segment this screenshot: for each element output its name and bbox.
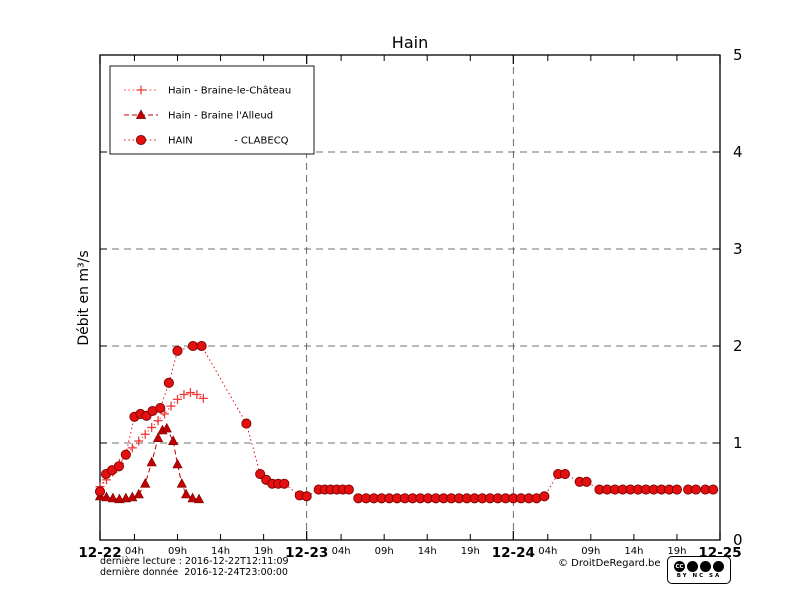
legend-item-label: Hain - Braine l'Alleud bbox=[168, 111, 273, 122]
data-point-triangle bbox=[146, 456, 157, 467]
data-point-circle bbox=[559, 468, 571, 480]
cc-license-badge: CC BY NC SA bbox=[667, 556, 731, 584]
data-point-circle bbox=[187, 340, 199, 352]
data-point-circle bbox=[539, 491, 550, 502]
data-point-circle bbox=[155, 403, 166, 414]
data-point-circle bbox=[135, 134, 147, 146]
data-point-circle bbox=[708, 484, 719, 495]
cc-icon: CC bbox=[674, 561, 685, 572]
cc-license-categories: BY NC SA bbox=[676, 573, 722, 579]
data-point-triangle bbox=[181, 488, 192, 499]
x-minor-tick-label: 04h bbox=[125, 546, 144, 557]
data-point-triangle bbox=[101, 491, 112, 502]
data-point-triangle bbox=[107, 492, 119, 503]
legend-item-label: Hain - Braine-le-Château bbox=[168, 85, 291, 97]
data-point-triangle bbox=[133, 488, 144, 499]
x-minor-tick-label: 04h bbox=[332, 546, 351, 557]
data-point-circle bbox=[343, 484, 354, 495]
cc-license-icons: CC bbox=[674, 561, 724, 572]
x-major-tick-label: 12-24 bbox=[492, 545, 535, 561]
data-point-triangle bbox=[172, 458, 183, 469]
cc-sa-icon bbox=[713, 561, 724, 572]
cc-by-icon bbox=[687, 561, 698, 572]
data-point-circle bbox=[301, 491, 312, 502]
x-minor-tick-label: 14h bbox=[624, 546, 643, 557]
x-minor-tick-label: 19h bbox=[254, 546, 273, 557]
x-major-tick-label: 12-23 bbox=[285, 545, 328, 561]
data-point-triangle bbox=[187, 492, 198, 503]
x-minor-tick-label: 09h bbox=[581, 546, 600, 557]
data-point-circle bbox=[94, 486, 106, 497]
x-minor-tick-label: 04h bbox=[538, 546, 557, 557]
y-tick-label: 5 bbox=[733, 46, 743, 64]
x-minor-tick-label: 14h bbox=[418, 546, 437, 557]
x-minor-tick-label: 14h bbox=[211, 546, 230, 557]
x-minor-tick-label: 19h bbox=[667, 546, 686, 557]
data-point-circle bbox=[690, 484, 701, 495]
data-point-triangle bbox=[135, 109, 147, 119]
data-point-circle bbox=[581, 476, 592, 487]
data-point-circle bbox=[196, 340, 207, 352]
y-tick-label: 3 bbox=[733, 240, 743, 258]
data-point-circle bbox=[241, 418, 252, 429]
y-tick-label: 4 bbox=[733, 143, 743, 161]
data-point-circle bbox=[113, 461, 124, 472]
data-point-circle bbox=[671, 484, 682, 495]
data-point-triangle bbox=[161, 422, 172, 433]
x-minor-tick-label: 19h bbox=[461, 546, 480, 557]
x-minor-tick-label: 09h bbox=[168, 546, 187, 557]
data-point-circle bbox=[279, 478, 290, 489]
copyright-text: © DroitDeRegard.be bbox=[558, 558, 661, 569]
series-line bbox=[99, 345, 714, 499]
data-point-triangle bbox=[153, 432, 164, 443]
data-point-triangle bbox=[176, 478, 187, 488]
plot-border bbox=[99, 54, 721, 541]
data-point-triangle bbox=[168, 435, 179, 445]
last-data-text: dernière donnée 2016-12-24T23:00:00 bbox=[100, 567, 288, 578]
cc-nc-icon bbox=[700, 561, 711, 572]
y-tick-label: 2 bbox=[733, 337, 743, 355]
y-axis-label: Débit en m³/s bbox=[76, 250, 92, 346]
footer-status: dernière lecture : 2016-12-22T12:11:09 d… bbox=[100, 556, 289, 578]
last-reading-text: dernière lecture : 2016-12-22T12:11:09 bbox=[100, 556, 289, 567]
x-major-tick-label: 12-22 bbox=[78, 545, 121, 561]
y-tick-label: 0 bbox=[733, 531, 743, 549]
data-point-circle bbox=[172, 345, 183, 356]
y-tick-label: 1 bbox=[733, 434, 743, 452]
data-point-circle bbox=[120, 449, 131, 460]
data-point-circle bbox=[255, 468, 266, 480]
legend-item-label: HAIN - CLABECQ bbox=[168, 136, 289, 147]
data-point-circle bbox=[163, 377, 174, 388]
data-point-triangle bbox=[140, 478, 151, 488]
data-point-triangle bbox=[193, 493, 205, 504]
x-minor-tick-label: 09h bbox=[375, 546, 394, 557]
chart-title: Hain bbox=[391, 33, 429, 52]
